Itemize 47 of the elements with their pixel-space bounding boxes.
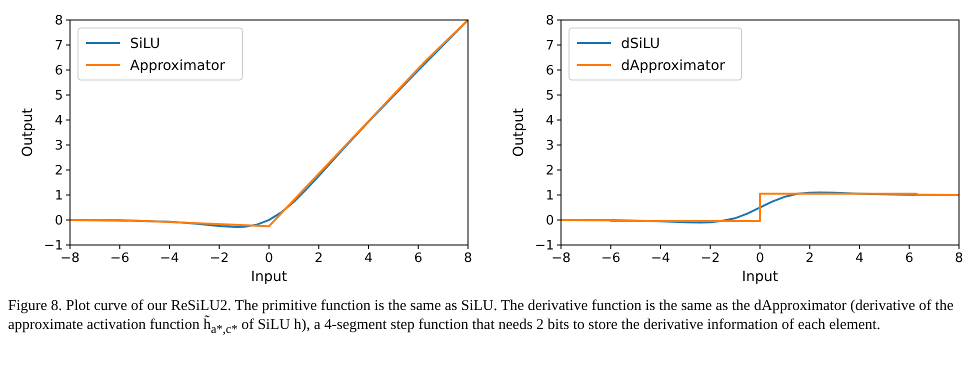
y-tick-label: 4 [54,114,63,129]
x-tick-label: 2 [806,251,814,266]
y-tick-label: 7 [546,38,554,54]
x-axis-title: Input [250,269,288,285]
x-tick-label: −6 [110,251,130,266]
y-tick-label: 2 [54,164,63,179]
legend-label: dSiLU [621,36,660,52]
x-tick-label: −8 [551,251,571,266]
y-tick-label: 0 [546,214,554,229]
y-tick-label: 0 [54,214,63,229]
x-axis-title: Input [742,269,779,285]
y-tick-label: 4 [546,114,554,129]
x-tick-label: −2 [700,251,720,266]
y-tick-label: −1 [44,238,63,254]
x-tick-label: 8 [464,251,472,266]
x-tick-label: −8 [60,251,80,266]
y-axis-title: Output [511,108,527,157]
legend-label: dApproximator [621,58,726,74]
x-tick-label: −4 [650,251,670,266]
y-tick-label: 3 [546,138,554,154]
y-tick-label: 1 [54,188,63,204]
y-tick-label: 6 [54,64,63,79]
x-tick-label: 0 [756,251,764,266]
x-tick-label: 4 [364,251,373,266]
y-tick-label: −1 [534,238,554,254]
y-tick-label: 2 [546,164,554,179]
legend-label: SiLU [130,36,160,52]
x-tick-label: 6 [905,251,914,266]
y-tick-label: 5 [54,88,63,104]
y-tick-label: 5 [546,88,554,104]
x-tick-label: 4 [855,251,864,266]
x-tick-label: −2 [210,251,229,266]
x-tick-label: 6 [414,251,422,266]
y-tick-label: 8 [54,14,63,29]
x-tick-label: 8 [954,251,964,266]
x-tick-label: 2 [314,251,323,266]
y-tick-label: 7 [54,38,63,54]
y-axis-title: Output [20,108,36,157]
caption: Figure 8. Plot curve of our ReSiLU2. The primitive function is the same as SiLU. The derivative function is the same as the dApproximator (derivative of the approximate activation function h̃$_{a*,c*}$ of SiLU h), a 4-segment step function that needs 2 bits to store the derivative information of each element. [8,297,954,338]
x-tick-label: 0 [264,251,274,266]
y-tick-label: 1 [546,188,554,204]
legend-label: Approximator [130,58,226,74]
y-tick-label: 6 [546,64,554,79]
x-tick-label: −6 [601,251,620,266]
x-tick-label: −4 [160,251,180,266]
y-tick-label: 3 [54,138,63,154]
y-tick-label: 8 [546,14,554,29]
